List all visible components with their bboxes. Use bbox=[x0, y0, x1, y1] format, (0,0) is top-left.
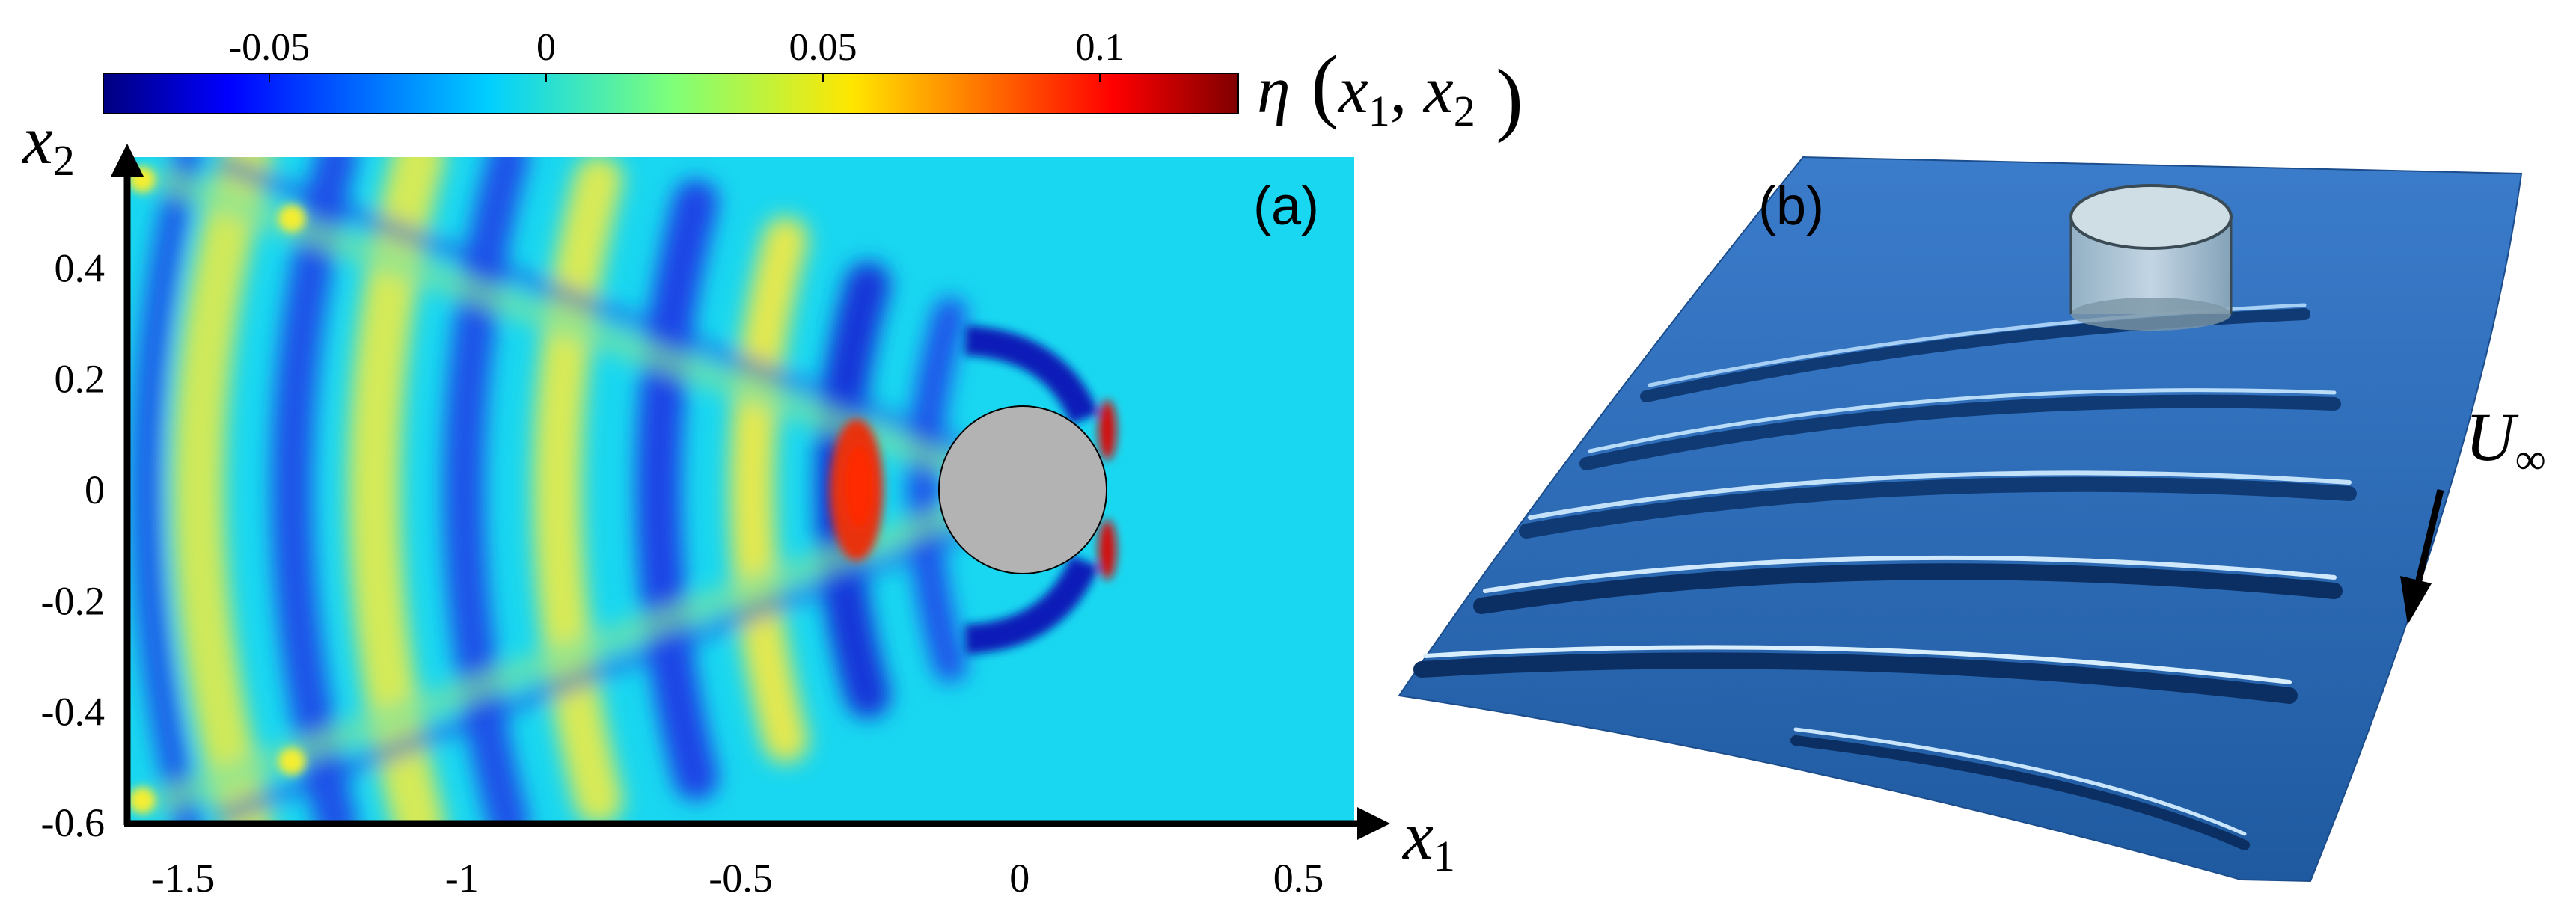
axes: -1.5 -1 -0.5 0 0.5 0.4 0.2 0 -0.2 -0.4 -0.6 x1 x2 bbox=[21, 102, 1455, 901]
water-surface bbox=[1398, 156, 2523, 883]
colorbar-tick-label: 0.1 bbox=[1076, 26, 1125, 69]
colorbar: -0.05 0 0.05 0.1 η (x1, x2 ) bbox=[103, 26, 1523, 144]
colorbar-tick-label: 0 bbox=[536, 26, 556, 69]
x-axis-arrow bbox=[1357, 807, 1390, 840]
colorbar-label: η (x1, x2 ) bbox=[1257, 39, 1523, 144]
panel-a: -0.05 0 0.05 0.1 η (x1, x2 ) bbox=[21, 26, 1523, 901]
obstacle-circle bbox=[938, 405, 1107, 574]
x-tick-label: 0 bbox=[1009, 856, 1030, 901]
panel-a-label: (a) bbox=[1253, 177, 1319, 236]
panel-b-label: (b) bbox=[1758, 177, 1824, 236]
cylinder-bottom bbox=[2071, 298, 2231, 331]
y-tick-label: 0.4 bbox=[55, 245, 105, 290]
flow-arrow-shaft bbox=[2413, 488, 2444, 591]
cylinder bbox=[2069, 184, 2233, 331]
y-tick-labels: 0.4 0.2 0 -0.2 -0.4 -0.6 bbox=[41, 245, 105, 845]
y-tick-label: -0.2 bbox=[41, 578, 105, 623]
y-tick-label: 0.2 bbox=[55, 357, 105, 402]
y-tick-label: -0.6 bbox=[41, 800, 105, 845]
wave-crests bbox=[1413, 303, 2357, 850]
y-axis-arrow bbox=[111, 144, 144, 177]
cylinder-top bbox=[2069, 184, 2233, 250]
colorbar-gradient bbox=[103, 73, 1239, 114]
x-tick-labels: -1.5 -1 -0.5 0 0.5 bbox=[151, 856, 1324, 901]
wave-pattern bbox=[131, 157, 1009, 823]
colorbar-tick-label: 0.05 bbox=[789, 26, 857, 69]
flow-label: U∞ bbox=[2465, 399, 2546, 483]
flow-arrow-head bbox=[2400, 576, 2432, 625]
y-tick-label: -0.4 bbox=[41, 690, 105, 735]
x-tick-label: -1 bbox=[445, 856, 479, 901]
heatmap bbox=[127, 157, 1354, 823]
x-tick-label: 0.5 bbox=[1273, 856, 1324, 901]
x-tick-label: -0.5 bbox=[709, 856, 772, 901]
obstacle-features bbox=[129, 166, 1116, 814]
y-tick-label: 0 bbox=[85, 467, 105, 512]
panel-b: (b) U∞ bbox=[1398, 156, 2546, 883]
y-axis-label: x2 bbox=[21, 102, 75, 185]
colorbar-ticks: -0.05 0 0.05 0.1 bbox=[229, 26, 1125, 82]
colorbar-tick-label: -0.05 bbox=[229, 26, 310, 69]
x-axis-label: x1 bbox=[1401, 797, 1455, 880]
x-tick-label: -1.5 bbox=[151, 856, 215, 901]
flow-indicator: U∞ bbox=[2400, 399, 2546, 625]
